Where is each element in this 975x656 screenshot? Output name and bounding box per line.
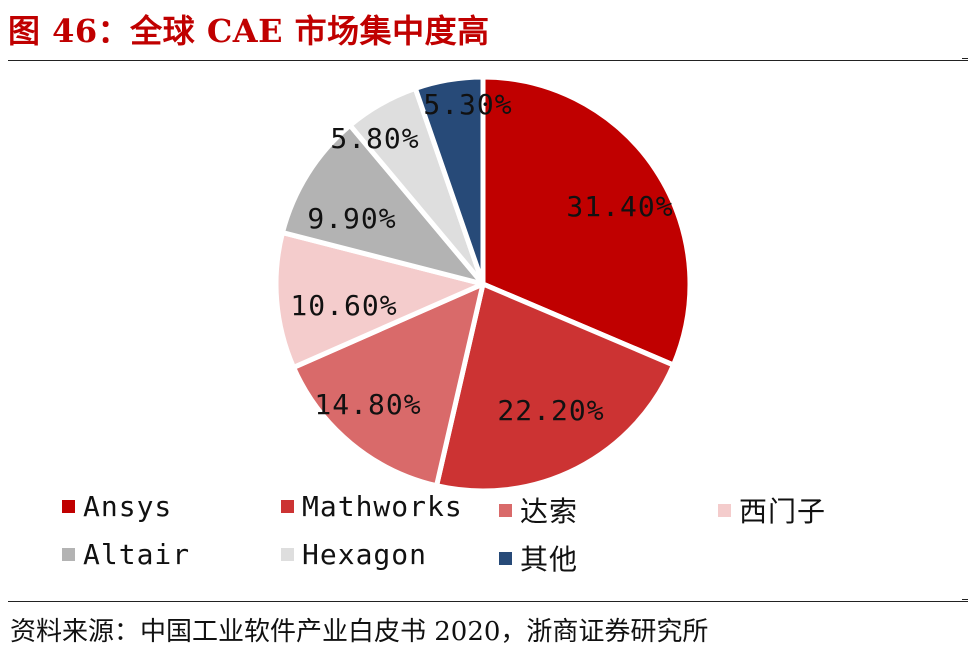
legend-item-5: Altair (62, 538, 190, 571)
pie-slice-4 (273, 230, 486, 370)
top-rule-tick (962, 58, 968, 59)
legend-swatch (62, 500, 75, 513)
source-note: 资料来源：中国工业软件产业白皮书 2020，浙商证券研究所 (10, 617, 709, 647)
pie-slice-7 (412, 74, 486, 287)
pie-slice-5 (280, 122, 486, 287)
pie-data-label-1: 31.40% (566, 190, 673, 223)
pie-slices (273, 74, 693, 494)
pie-slice-2 (434, 281, 676, 494)
legend-label: 其他 (520, 543, 579, 576)
pie-slice-1 (480, 74, 693, 368)
legend-label: Hexagon (302, 538, 428, 571)
pie-data-label-5: 9.90% (307, 202, 396, 235)
pie-data-label-4: 10.60% (290, 289, 397, 322)
bottom-rule-tick (962, 599, 968, 600)
legend-label: 西门子 (739, 495, 827, 528)
legend-swatch (62, 548, 75, 561)
legend-item-1: Ansys (62, 490, 172, 523)
legend-label: Ansys (83, 490, 173, 523)
chart-legend: Ansys Mathworks 达索 西门子 Altair Hexagon 其他 (0, 488, 975, 588)
legend-label: 达索 (520, 495, 579, 528)
pie-data-label-3: 14.80% (314, 388, 421, 421)
pie-slice-3 (291, 281, 486, 489)
bottom-rule (8, 601, 968, 602)
legend-swatch (281, 500, 294, 513)
legend-item-6: Hexagon (281, 538, 427, 571)
legend-swatch (499, 551, 512, 565)
pie-data-label-2: 22.20% (497, 394, 604, 427)
legend-label: Altair (83, 538, 191, 571)
pie-chart: 31.40% 22.20% 14.80% 10.60% 9.90% 5.80%5.30% (273, 74, 693, 494)
legend-item-3: 达索 (499, 490, 578, 530)
pie-data-label-6: 5.80% (330, 122, 419, 155)
legend-swatch (281, 548, 294, 561)
pie-data-labels: 31.40% 22.20% 14.80% 10.60% 9.90% 5.80%5.30% (290, 88, 673, 427)
legend-swatch (718, 503, 731, 517)
chart-title: 图 46：全球 CAE 市场集中度高 (8, 12, 490, 50)
legend-item-2: Mathworks (281, 490, 463, 523)
pie-data-label-7: 5.30% (423, 88, 512, 121)
legend-swatch (499, 503, 512, 517)
legend-item-4: 西门子 (718, 490, 826, 530)
legend-item-7: 其他 (499, 538, 578, 578)
legend-label: Mathworks (302, 490, 463, 523)
top-rule (8, 60, 968, 61)
